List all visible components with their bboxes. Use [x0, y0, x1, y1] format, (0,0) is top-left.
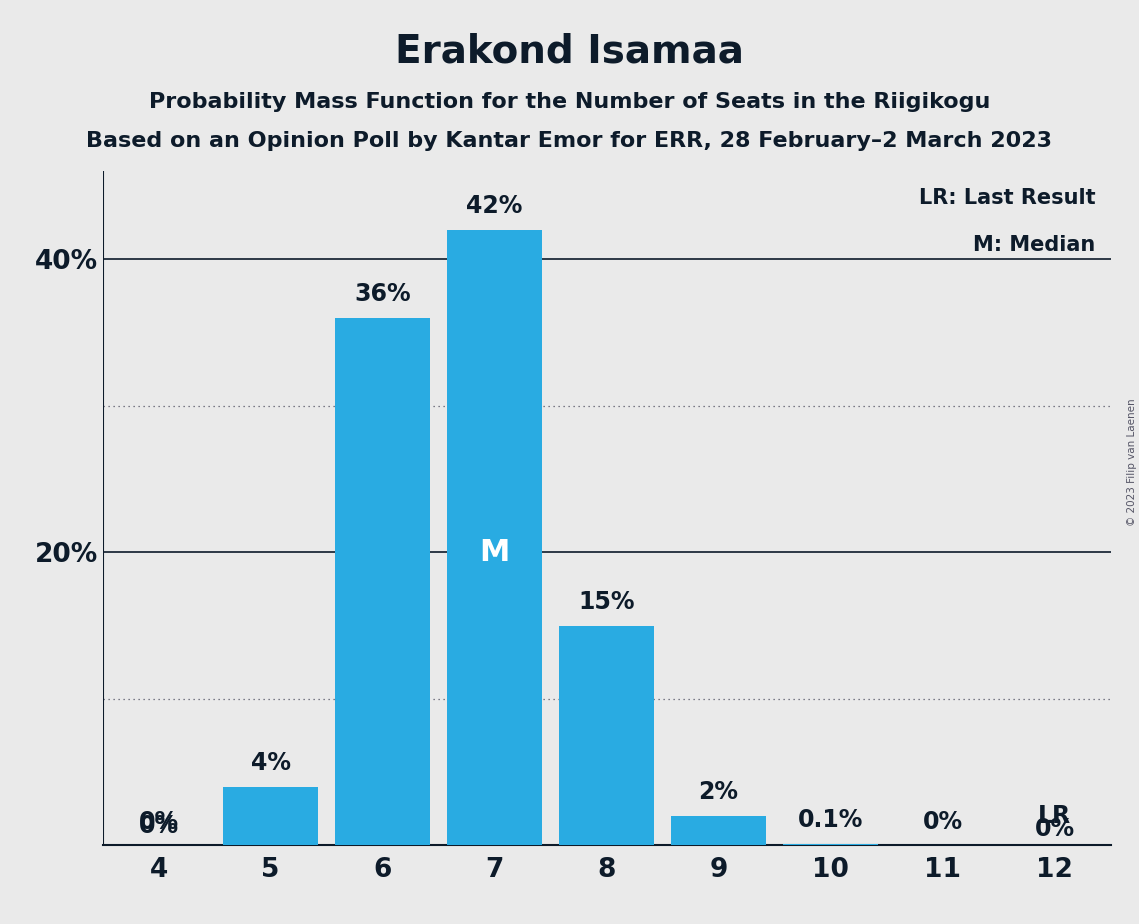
Text: Erakond Isamaa: Erakond Isamaa	[395, 32, 744, 70]
Text: 15%: 15%	[579, 590, 634, 614]
Text: LR: Last Result: LR: Last Result	[919, 188, 1096, 208]
Text: 0%: 0%	[923, 809, 962, 833]
Text: 0%: 0%	[1034, 817, 1074, 841]
Text: Probability Mass Function for the Number of Seats in the Riigikogu: Probability Mass Function for the Number…	[149, 92, 990, 113]
Text: LR: LR	[1038, 804, 1071, 828]
Text: Based on an Opinion Poll by Kantar Emor for ERR, 28 February–2 March 2023: Based on an Opinion Poll by Kantar Emor …	[87, 131, 1052, 152]
Text: M: Median: M: Median	[973, 235, 1096, 255]
Text: M: M	[480, 538, 510, 566]
Bar	[223, 787, 318, 845]
Bar	[446, 229, 542, 845]
Text: 0.1%: 0.1%	[797, 808, 863, 833]
Text: © 2023 Filip van Laenen: © 2023 Filip van Laenen	[1126, 398, 1137, 526]
Bar	[559, 626, 654, 845]
Text: 2%: 2%	[698, 781, 738, 805]
Text: 42%: 42%	[466, 194, 523, 218]
Bar	[335, 318, 431, 845]
Bar	[671, 816, 767, 845]
Text: 36%: 36%	[354, 282, 411, 306]
Text: 0%: 0%	[139, 814, 179, 838]
Text: 4%: 4%	[251, 751, 290, 775]
Bar	[782, 844, 878, 845]
Text: 0%: 0%	[139, 809, 179, 833]
